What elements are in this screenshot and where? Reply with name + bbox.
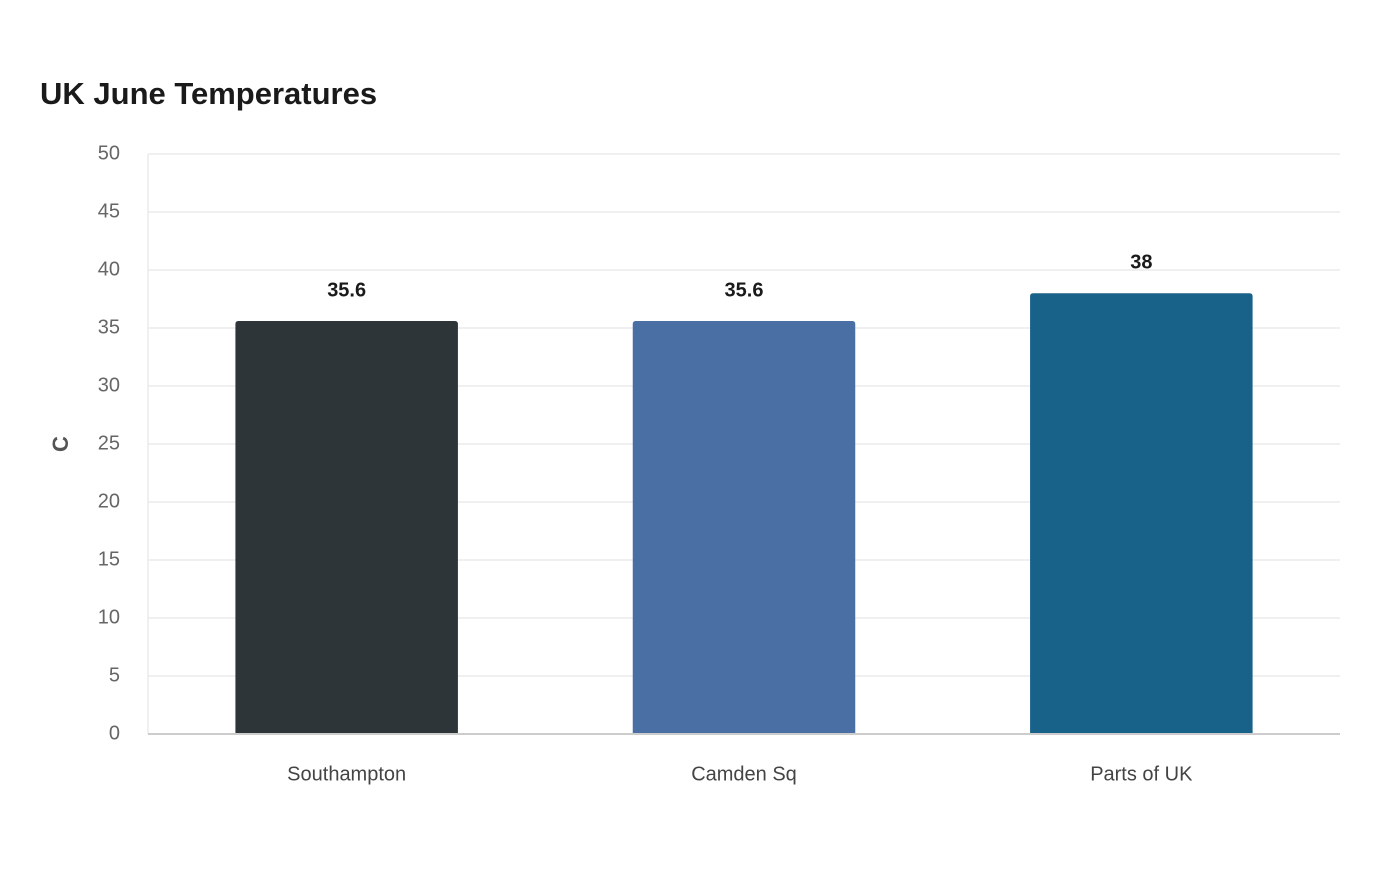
- y-tick-label: 20: [98, 490, 120, 512]
- y-tick-label: 50: [98, 142, 120, 164]
- chart-title: UK June Temperatures: [40, 76, 377, 111]
- x-tick-label: Camden Sq: [691, 763, 797, 785]
- y-tick-label: 10: [98, 606, 120, 628]
- y-axis-label: C: [48, 436, 73, 452]
- y-tick-label: 15: [98, 548, 120, 570]
- data-label: 35.6: [327, 279, 366, 301]
- data-label: 38: [1130, 251, 1152, 273]
- y-tick-label: 30: [98, 374, 120, 396]
- bar: [632, 321, 856, 734]
- y-tick-label: 0: [109, 722, 120, 744]
- bar: [235, 321, 458, 734]
- y-tick-label: 35: [98, 316, 120, 338]
- x-tick-label: Parts of UK: [1090, 763, 1193, 785]
- y-tick-label: 5: [109, 664, 120, 686]
- x-tick-label: Southampton: [287, 763, 406, 785]
- y-tick-label: 45: [98, 200, 120, 222]
- y-tick-label: 40: [98, 258, 120, 280]
- bar: [1030, 293, 1253, 734]
- y-tick-label: 25: [98, 432, 120, 454]
- data-label: 35.6: [725, 279, 764, 301]
